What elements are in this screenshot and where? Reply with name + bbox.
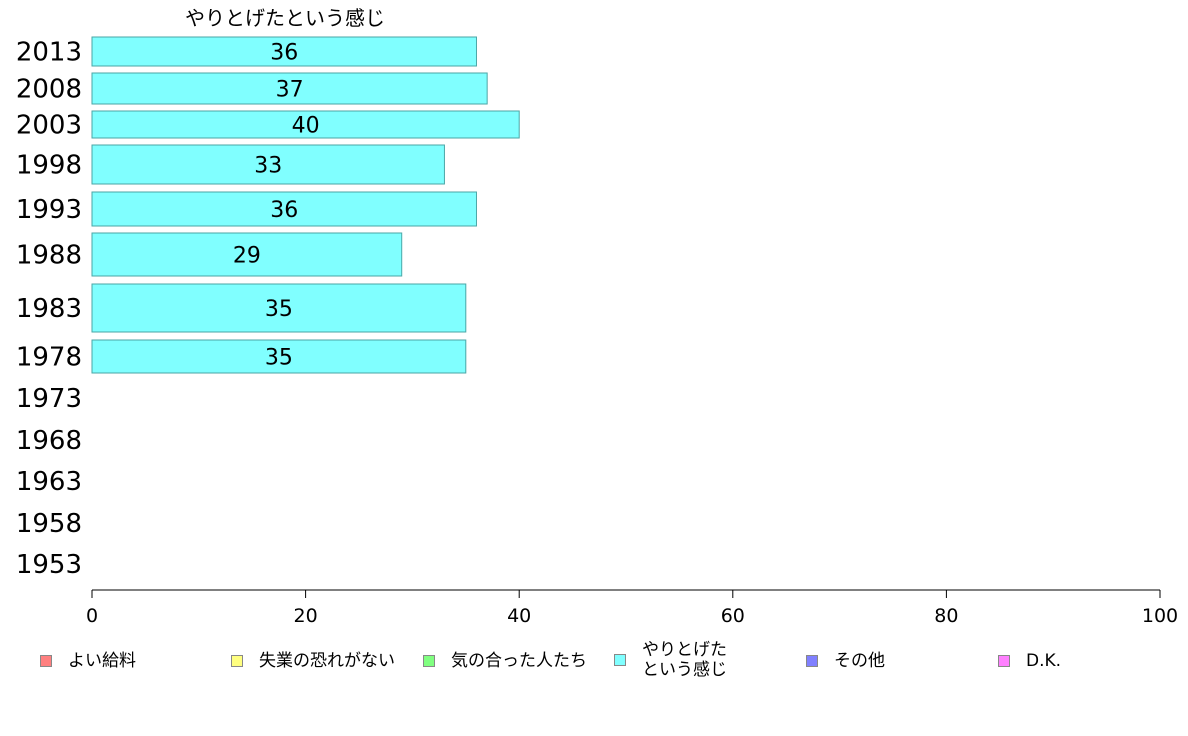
bar (91, 144, 445, 185)
chart-title: やりとげたという感じ (185, 6, 385, 30)
category-label: 1953 (16, 550, 82, 580)
x-tick-label: 40 (507, 605, 531, 627)
legend-swatch (614, 654, 626, 666)
bar (91, 232, 403, 277)
bar-value-label: 35 (265, 297, 293, 322)
bar-value-label: 35 (265, 346, 293, 371)
category-label: 1958 (16, 509, 82, 539)
bar (91, 283, 467, 333)
category-label: 1968 (16, 426, 82, 456)
legend-swatch (231, 655, 243, 667)
bar-value-label: 37 (276, 78, 304, 103)
bar-value-label: 40 (292, 114, 320, 139)
legend-item: やりとげた という感じ (614, 640, 727, 680)
x-tick-label: 80 (934, 605, 958, 627)
bar (91, 191, 477, 227)
x-tick-label: 20 (294, 605, 318, 627)
category-label: 2013 (16, 38, 82, 68)
legend-label: D.K. (1026, 651, 1062, 671)
bar-value-label: 36 (270, 198, 298, 223)
bar (91, 72, 488, 105)
legend-item: D.K. (998, 651, 1061, 671)
category-label: 1983 (16, 294, 82, 324)
legend-label: 気の合った人たち (451, 651, 587, 671)
legend-label: 失業の恐れがない (259, 651, 395, 671)
bar-value-label: 33 (254, 154, 282, 179)
category-label: 1973 (16, 384, 82, 414)
bar-chart: やりとげたという感じ 2013 36 2008 37 2003 40 1998 33 1993 3… (16, 6, 1178, 627)
legend: よい給料 失業の恐れがない 気の合った人たち やりとげた という感じ その他 D.K. (0, 640, 1188, 690)
legend-label: やりとげた という感じ (642, 640, 727, 680)
legend-swatch (423, 655, 435, 667)
category-label: 2008 (16, 75, 82, 105)
legend-item: 気の合った人たち (423, 651, 587, 671)
category-label: 1988 (16, 241, 82, 271)
category-label: 1978 (16, 343, 82, 373)
category-label: 1998 (16, 151, 82, 181)
legend-item: その他 (806, 651, 885, 671)
legend-item: 失業の恐れがない (231, 651, 395, 671)
legend-item: よい給料 (40, 651, 136, 671)
category-label: 2003 (16, 111, 82, 141)
legend-label: よい給料 (68, 651, 136, 671)
bar-value-label: 36 (270, 41, 298, 66)
legend-swatch (998, 655, 1010, 667)
legend-swatch (806, 655, 818, 667)
bar-value-label: 29 (233, 244, 261, 269)
bar (91, 36, 477, 67)
legend-swatch (40, 655, 52, 667)
x-tick-label: 100 (1142, 605, 1178, 627)
category-label: 1993 (16, 195, 82, 225)
x-tick-label: 60 (721, 605, 745, 627)
bar (91, 339, 467, 374)
x-tick-label: 0 (86, 605, 98, 627)
legend-label: その他 (834, 651, 885, 671)
bar (91, 110, 520, 139)
category-label: 1963 (16, 467, 82, 497)
